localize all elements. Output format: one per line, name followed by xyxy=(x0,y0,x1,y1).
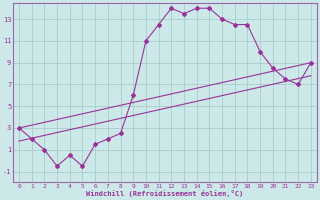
X-axis label: Windchill (Refroidissement éolien,°C): Windchill (Refroidissement éolien,°C) xyxy=(86,190,244,197)
